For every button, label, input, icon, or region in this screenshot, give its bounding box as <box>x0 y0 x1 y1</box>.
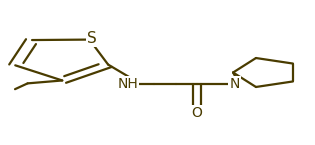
Text: O: O <box>192 106 202 120</box>
Text: S: S <box>87 31 97 46</box>
Text: N: N <box>230 77 240 91</box>
Text: NH: NH <box>117 77 138 91</box>
